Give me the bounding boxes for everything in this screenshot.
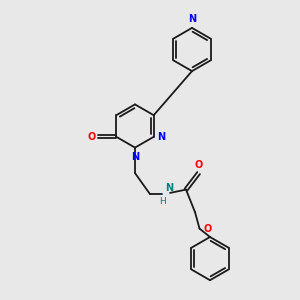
Text: N: N xyxy=(165,183,173,193)
Text: H: H xyxy=(159,196,165,206)
Text: N: N xyxy=(131,152,139,161)
Text: O: O xyxy=(203,224,212,234)
Text: O: O xyxy=(194,160,203,170)
Text: O: O xyxy=(88,132,96,142)
Text: N: N xyxy=(188,14,196,24)
Text: N: N xyxy=(158,132,166,142)
